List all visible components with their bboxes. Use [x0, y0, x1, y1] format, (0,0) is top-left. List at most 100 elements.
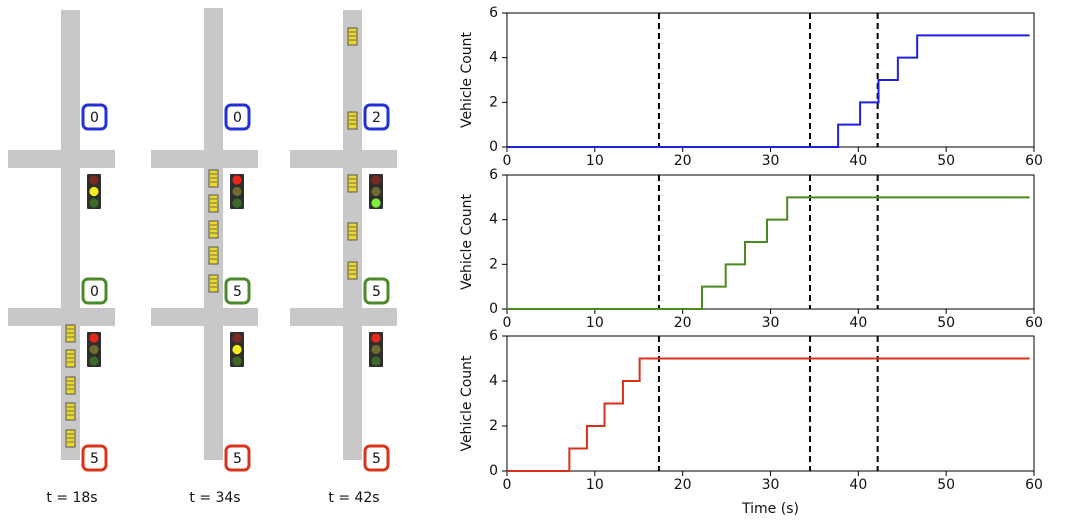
x-tick-label: 0 — [503, 477, 512, 493]
counter-value: 0 — [90, 110, 99, 126]
x-tick-label: 20 — [674, 315, 692, 331]
x-tick-label: 40 — [849, 477, 867, 493]
x-tick-label: 50 — [937, 153, 955, 169]
x-tick-label: 60 — [1025, 315, 1043, 331]
x-tick-label: 20 — [674, 477, 692, 493]
counter-box — [224, 103, 251, 131]
plot-frame — [506, 174, 1035, 310]
light-bulb — [89, 344, 99, 355]
x-tick-label: 30 — [762, 153, 780, 169]
car — [208, 246, 219, 265]
counter-box — [81, 277, 108, 305]
y-tick-label: 2 — [489, 256, 498, 272]
road-horizontal — [8, 150, 115, 168]
car — [347, 222, 358, 241]
y-tick-label: 0 — [489, 301, 498, 317]
y-tick-label: 0 — [489, 463, 498, 479]
car-body — [65, 402, 76, 421]
car-body — [347, 222, 358, 241]
x-tick-label: 30 — [762, 315, 780, 331]
y-axis-label: Vehicle Count — [459, 193, 475, 290]
car — [65, 429, 76, 448]
car — [347, 174, 358, 193]
counter-value: 5 — [372, 451, 381, 467]
y-tick-label: 0 — [489, 139, 498, 155]
counter-value: 5 — [233, 451, 242, 467]
light-bulb — [371, 175, 381, 185]
y-tick-label: 6 — [489, 167, 498, 183]
counter-value: 5 — [372, 284, 381, 300]
light-bulb — [89, 333, 99, 343]
count-line — [507, 196, 1030, 310]
car — [65, 324, 76, 343]
x-tick-label: 0 — [503, 153, 512, 169]
car-body — [65, 429, 76, 448]
road-vertical — [61, 10, 80, 460]
car — [208, 194, 219, 213]
car — [65, 402, 76, 421]
car — [208, 274, 219, 293]
counter-box — [224, 444, 251, 472]
car-body — [347, 111, 358, 130]
car-body — [347, 174, 358, 193]
light-bulb — [371, 356, 381, 366]
light-bulb — [232, 356, 242, 366]
road-horizontal — [290, 308, 397, 326]
count-line — [507, 357, 1030, 472]
x-tick-label: 50 — [937, 477, 955, 493]
x-tick-label: 20 — [674, 153, 692, 169]
x-tick-label: 40 — [849, 153, 867, 169]
counter-value: 2 — [372, 110, 381, 126]
y-tick-label: 4 — [489, 50, 498, 66]
counter-value: 0 — [90, 284, 99, 300]
x-tick-label: 0 — [503, 315, 512, 331]
light-bulb — [371, 344, 381, 355]
counter-value: 5 — [233, 284, 242, 300]
road-horizontal — [290, 150, 397, 168]
light-bulb — [232, 344, 242, 355]
counter-box — [81, 103, 108, 131]
car-body — [347, 27, 358, 46]
y-tick-label: 4 — [489, 212, 498, 228]
y-axis-label: Vehicle Count — [459, 31, 475, 128]
car-body — [65, 349, 76, 368]
light-bulb — [371, 333, 381, 343]
plot-frame — [506, 12, 1035, 148]
snapshot-time: t = 42s — [328, 490, 379, 506]
y-tick-label: 4 — [489, 373, 498, 389]
car-body — [208, 194, 219, 213]
car-body — [347, 261, 358, 280]
x-tick-label: 10 — [586, 315, 604, 331]
y-axis-label: Vehicle Count — [459, 355, 475, 452]
light-bulb — [89, 186, 99, 197]
y-tick-label: 2 — [489, 94, 498, 110]
light-bulb — [89, 356, 99, 366]
counter-value: 5 — [90, 451, 99, 467]
x-tick-label: 50 — [937, 315, 955, 331]
x-tick-label: 60 — [1025, 477, 1043, 493]
car — [208, 220, 219, 239]
counter-box — [224, 277, 251, 305]
car — [65, 376, 76, 395]
light-bulb — [89, 175, 99, 185]
car-body — [208, 246, 219, 265]
counter-box — [81, 444, 108, 472]
road-horizontal — [151, 150, 258, 168]
x-tick-label: 40 — [849, 315, 867, 331]
car — [347, 27, 358, 46]
light-bulb — [232, 333, 242, 343]
y-tick-label: 6 — [489, 328, 498, 344]
light-bulb — [232, 175, 242, 185]
x-axis-label: Time (s) — [741, 501, 799, 517]
light-bulb — [89, 198, 99, 208]
plot-frame — [506, 335, 1035, 472]
car — [347, 111, 358, 130]
light-bulb — [371, 198, 381, 208]
x-tick-label: 60 — [1025, 153, 1043, 169]
x-tick-label: 30 — [762, 477, 780, 493]
counter-box — [363, 277, 390, 305]
car — [208, 169, 219, 188]
car-body — [208, 220, 219, 239]
snapshot-time: t = 18s — [46, 490, 97, 506]
